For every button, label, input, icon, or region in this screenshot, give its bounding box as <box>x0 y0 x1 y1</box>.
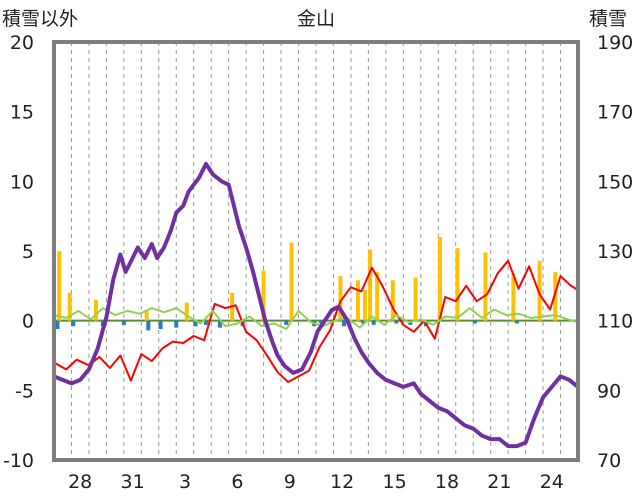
vertical-grid <box>70 42 562 460</box>
left-tick-label: 5 <box>22 241 34 263</box>
x-tick-label: 24 <box>540 471 564 493</box>
bar <box>361 320 366 324</box>
x-tick-label: 9 <box>284 471 296 493</box>
bar <box>217 320 222 328</box>
bar <box>394 320 399 324</box>
bar <box>93 299 98 321</box>
bar <box>375 271 380 321</box>
right-tick-label: 90 <box>597 380 621 402</box>
bar <box>284 320 289 325</box>
series-line <box>53 259 579 383</box>
left-tick-label: -5 <box>15 380 34 402</box>
bar <box>184 302 189 321</box>
right-tick-label: 130 <box>597 241 633 263</box>
plot-frame <box>52 40 580 462</box>
bar <box>368 249 373 321</box>
x-axis-ticks: 28 31 3 6 9 12 15 18 21 24 <box>68 471 564 493</box>
bar <box>355 280 360 321</box>
bar <box>289 242 294 321</box>
right-tick-label: 110 <box>597 311 633 333</box>
right-tick-label: 170 <box>597 102 633 124</box>
x-tick-label: 3 <box>179 471 191 493</box>
right-axis-ticks: 190 170 150 130 110 90 70 <box>597 32 633 472</box>
bar <box>537 260 542 321</box>
bar <box>203 320 208 325</box>
left-axis-ticks: 20 15 10 5 0 -5 -10 <box>3 32 34 472</box>
chart-title: 金山 <box>297 8 336 30</box>
left-tick-label: 10 <box>10 171 34 193</box>
precipitation-bars <box>55 237 558 331</box>
left-tick-label: 15 <box>10 102 34 124</box>
bar <box>362 290 367 321</box>
bar <box>514 320 519 324</box>
x-tick-label: 6 <box>231 471 243 493</box>
x-tick-label: 28 <box>68 471 92 493</box>
left-axis-title: 積雪以外 <box>2 8 79 30</box>
bar <box>67 292 72 321</box>
bar <box>146 320 151 331</box>
bar <box>390 280 395 321</box>
snow-depth-line <box>53 161 580 449</box>
right-tick-label: 190 <box>597 32 633 54</box>
right-tick-label: 150 <box>597 171 633 193</box>
x-tick-label: 15 <box>383 471 407 493</box>
bar <box>158 320 163 330</box>
bar <box>174 320 179 328</box>
x-tick-label: 21 <box>487 471 511 493</box>
bar <box>55 320 60 330</box>
x-tick-label: 18 <box>435 471 459 493</box>
bar <box>121 320 126 325</box>
left-tick-label: -10 <box>3 450 34 472</box>
bar <box>338 276 343 321</box>
x-tick-label: 31 <box>121 471 145 493</box>
bar <box>408 320 413 325</box>
bar <box>553 271 558 321</box>
bar <box>261 270 266 321</box>
x-tick-label: 12 <box>330 471 354 493</box>
bar <box>413 277 418 321</box>
bar <box>472 320 477 324</box>
bar <box>371 320 376 325</box>
series-lines <box>53 161 580 449</box>
bar <box>319 320 324 324</box>
bar <box>483 252 488 321</box>
bar <box>341 320 346 327</box>
left-tick-label: 0 <box>22 311 34 333</box>
bar <box>438 237 443 321</box>
series-line <box>53 307 579 330</box>
bar <box>511 273 516 321</box>
bar <box>71 320 76 327</box>
bar <box>57 251 62 321</box>
bar <box>144 310 149 321</box>
left-tick-label: 20 <box>10 32 34 54</box>
bar <box>193 320 198 327</box>
bar <box>455 248 460 321</box>
right-tick-label: 70 <box>597 450 621 472</box>
right-axis-title: 積雪 <box>589 8 628 30</box>
